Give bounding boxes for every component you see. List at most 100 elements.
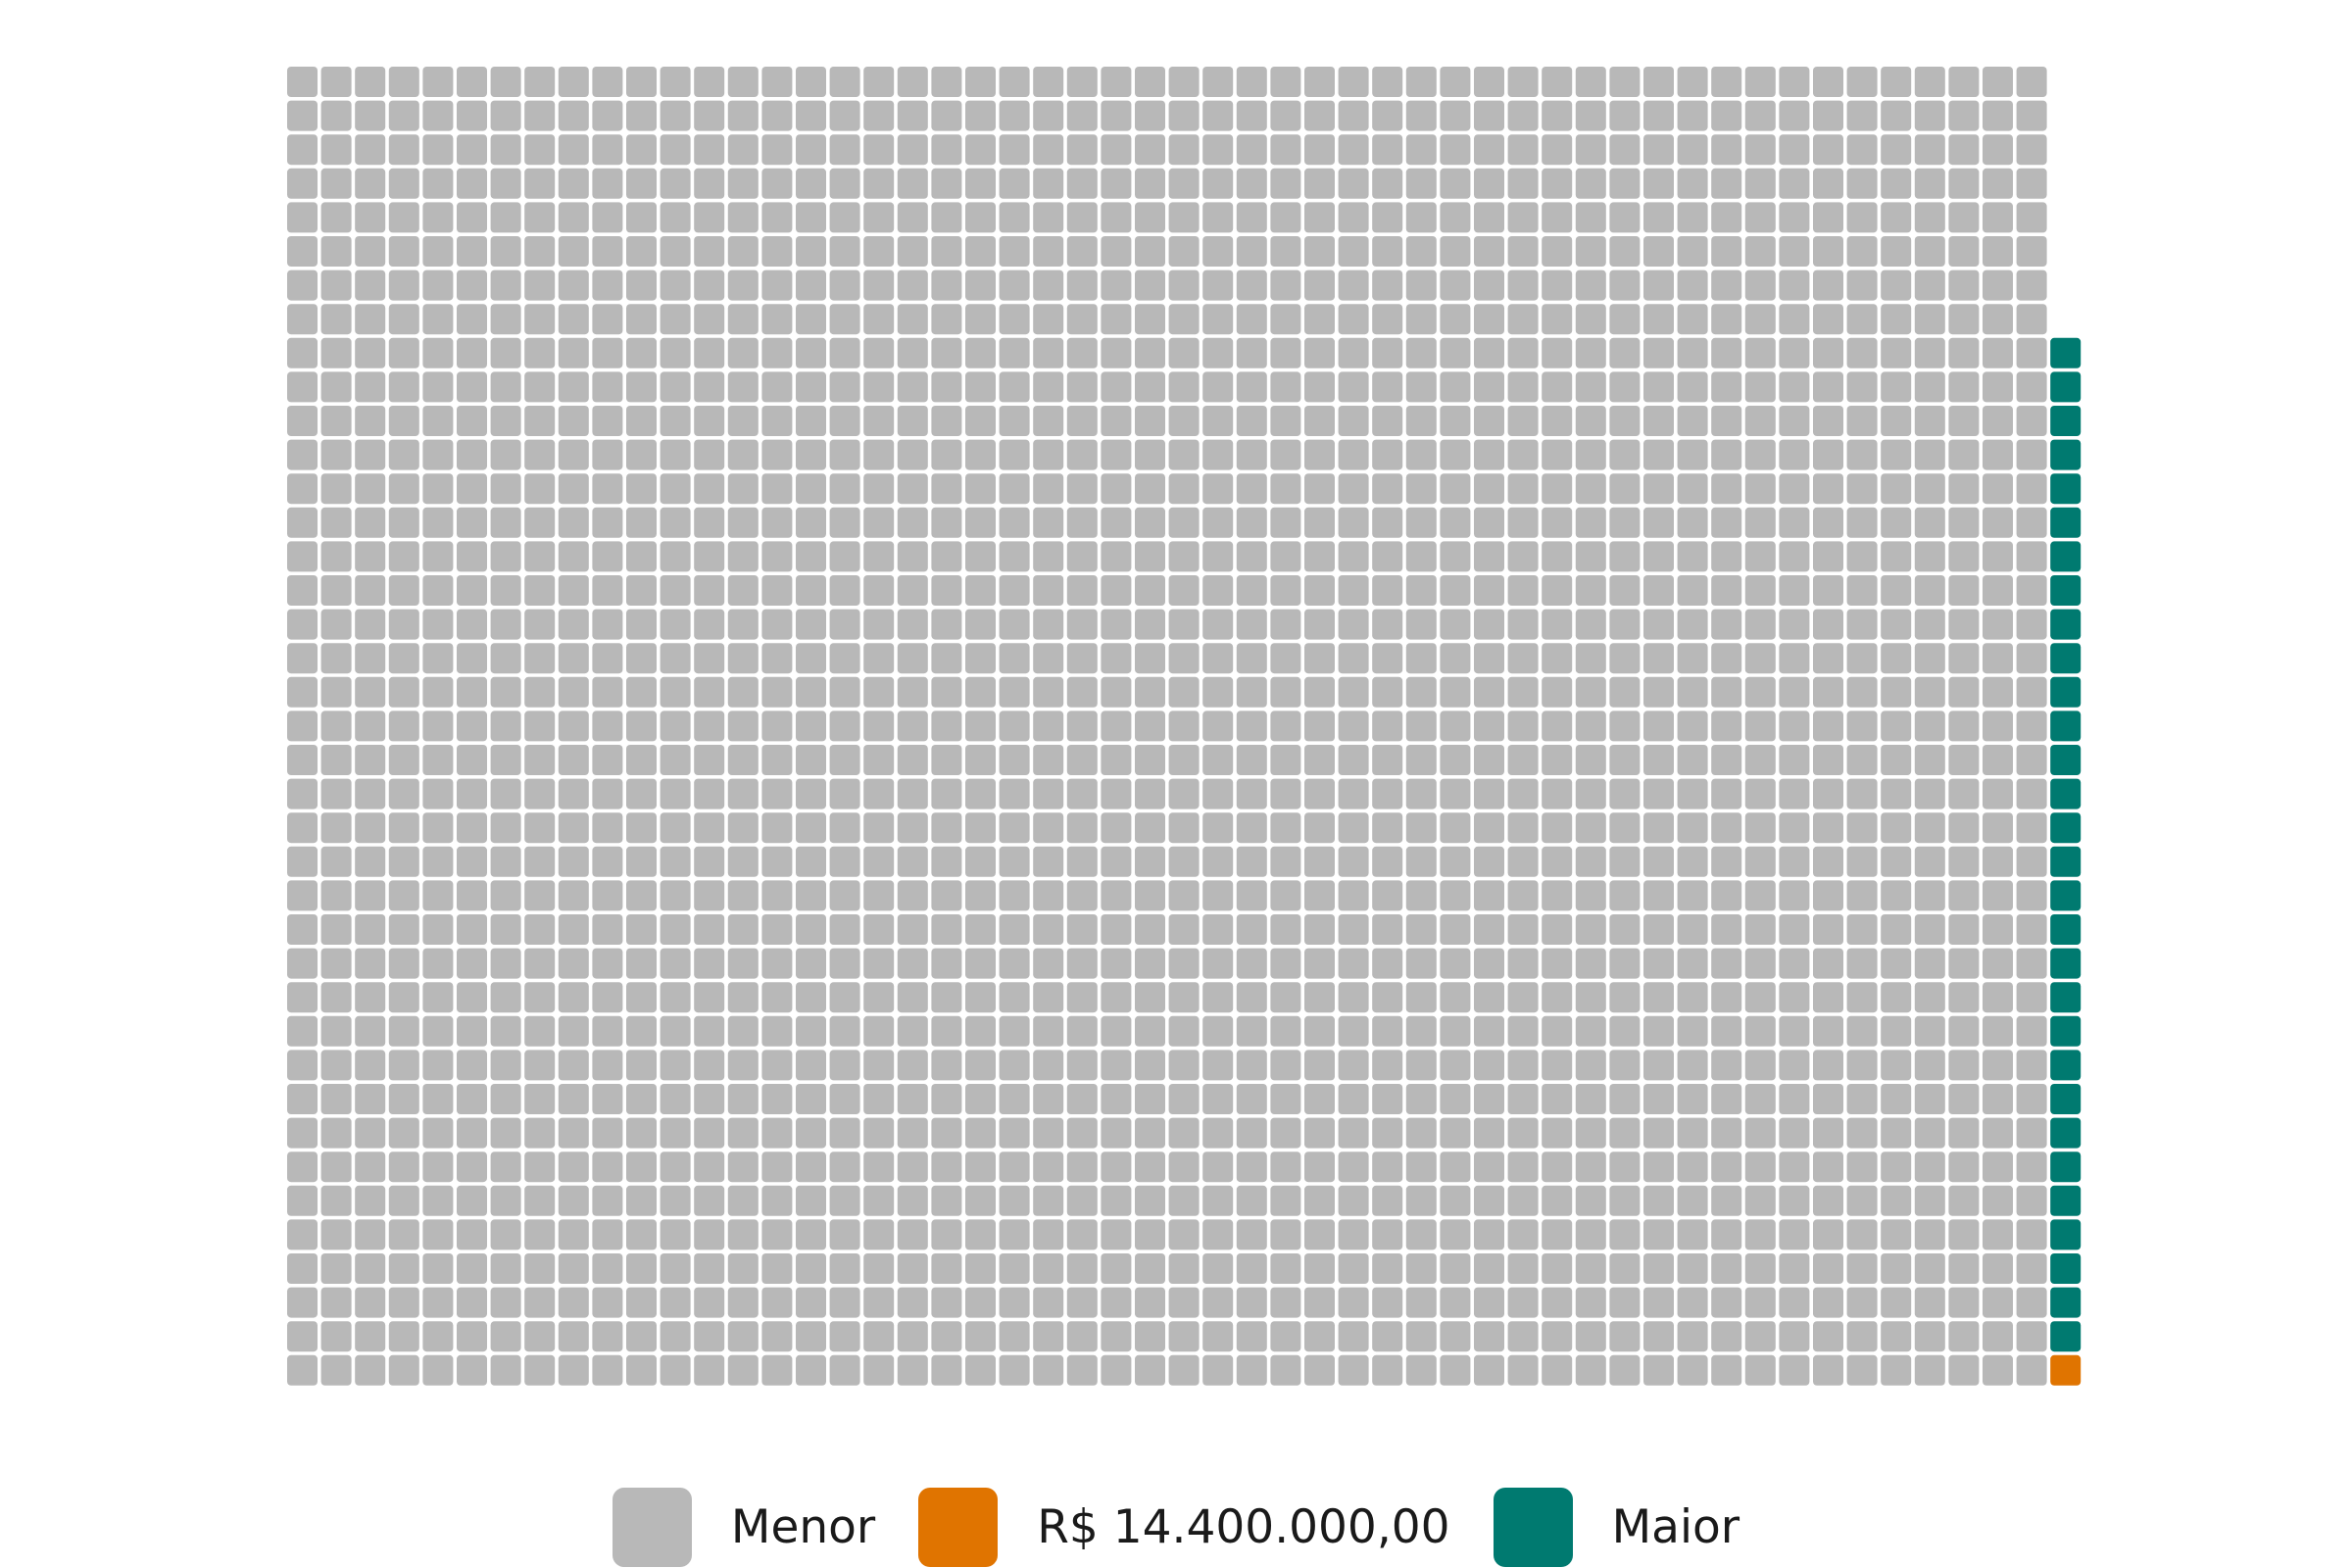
- waffle-cell-menor: [490, 1287, 521, 1318]
- waffle-cell-menor: [1779, 1152, 1810, 1183]
- waffle-cell-menor: [1948, 270, 1980, 301]
- waffle-cell-menor: [1643, 270, 1674, 301]
- waffle-cell-menor: [1507, 914, 1539, 945]
- waffle-cell-menor: [1643, 202, 1674, 233]
- waffle-cell-menor: [931, 1117, 962, 1149]
- waffle-cell-menor: [829, 1253, 860, 1284]
- waffle-cell-menor: [1948, 473, 1980, 505]
- waffle-cell-menor: [592, 67, 623, 97]
- waffle-cell-menor: [727, 1117, 759, 1149]
- waffle-cell-menor: [388, 134, 419, 166]
- waffle-cell-menor: [931, 100, 962, 131]
- waffle-cell-menor: [524, 100, 556, 131]
- waffle-cell-menor: [965, 778, 996, 809]
- waffle-cell-menor: [1575, 914, 1606, 945]
- waffle-cell-menor: [965, 609, 996, 640]
- waffle-cell-menor: [1033, 575, 1064, 606]
- waffle-cell-menor: [490, 541, 521, 572]
- waffle-cell-menor: [1405, 67, 1437, 97]
- waffle-cell-menor: [660, 812, 691, 844]
- waffle-cell-menor: [524, 643, 556, 674]
- waffle-cell-menor: [1474, 676, 1504, 708]
- waffle-cell-menor: [457, 846, 487, 877]
- waffle-cell-menor: [1405, 202, 1437, 233]
- waffle-cell-menor: [694, 846, 725, 877]
- waffle-cell-menor: [1033, 710, 1064, 742]
- waffle-cell-menor: [965, 914, 996, 945]
- waffle-cell-menor: [1372, 1152, 1403, 1183]
- waffle-cell-menor: [1744, 643, 1776, 674]
- waffle-cell-menor: [1405, 745, 1437, 775]
- waffle-cell-menor: [1474, 778, 1504, 809]
- waffle-cell-menor: [1168, 575, 1200, 606]
- waffle-cell-menor: [1101, 812, 1132, 844]
- waffle-cell-menor: [1168, 1117, 1200, 1149]
- waffle-cell-menor: [2016, 846, 2047, 877]
- waffle-cell-menor: [388, 812, 419, 844]
- waffle-cell-menor: [388, 948, 419, 979]
- waffle-cell-menor: [1474, 1185, 1504, 1216]
- waffle-cell-menor: [320, 710, 352, 742]
- waffle-cell-menor: [727, 168, 759, 199]
- waffle-cell-menor: [1304, 270, 1335, 301]
- waffle-cell-menor: [1643, 846, 1674, 877]
- waffle-cell-menor: [931, 236, 962, 267]
- waffle-cell-menor: [1101, 643, 1132, 674]
- waffle-cell-menor: [1779, 371, 1810, 403]
- waffle-cell-menor: [1575, 270, 1606, 301]
- waffle-cell-menor: [727, 1219, 759, 1250]
- waffle-cell-menor: [320, 371, 352, 403]
- waffle-cell-menor: [1033, 1117, 1064, 1149]
- waffle-cell-menor: [1914, 304, 1945, 335]
- waffle-cell-menor: [1779, 812, 1810, 844]
- waffle-cell-menor: [1711, 67, 1742, 97]
- waffle-cell-menor: [592, 643, 623, 674]
- waffle-cell-menor: [660, 643, 691, 674]
- waffle-cell-menor: [1846, 168, 1878, 199]
- waffle-cell-menor: [1575, 507, 1606, 538]
- waffle-cell-menor: [388, 439, 419, 470]
- waffle-cell-menor: [796, 880, 826, 911]
- waffle-cell-menor: [320, 507, 352, 538]
- waffle-cell-menor: [1135, 1219, 1165, 1250]
- waffle-cell-menor: [626, 710, 657, 742]
- waffle-cell-menor: [1575, 745, 1606, 775]
- waffle-cell-menor: [558, 745, 589, 775]
- waffle-cell-menor: [1304, 575, 1335, 606]
- waffle-cell-menor: [320, 1152, 352, 1183]
- waffle-cell-menor: [1846, 643, 1878, 674]
- waffle-cell-menor: [1474, 643, 1504, 674]
- waffle-cell-menor: [727, 1253, 759, 1284]
- waffle-cell-menor: [1202, 745, 1234, 775]
- waffle-cell-menor: [1711, 439, 1742, 470]
- waffle-cell-maior: [2050, 507, 2082, 538]
- waffle-cell-menor: [388, 1185, 419, 1216]
- waffle-cell-menor: [1813, 507, 1843, 538]
- waffle-cell-menor: [863, 948, 895, 979]
- waffle-cell-menor: [965, 1185, 996, 1216]
- waffle-cell-menor: [694, 67, 725, 97]
- waffle-cell-menor: [863, 846, 895, 877]
- waffle-cell-menor: [1881, 507, 1912, 538]
- waffle-cell-menor: [796, 134, 826, 166]
- waffle-cell-menor: [761, 710, 793, 742]
- waffle-cell-menor: [1202, 948, 1234, 979]
- waffle-cell-menor: [1744, 67, 1776, 97]
- waffle-cell-menor: [1914, 134, 1945, 166]
- waffle-cell-menor: [287, 507, 318, 538]
- waffle-cell-menor: [1440, 371, 1471, 403]
- waffle-cell-menor: [1474, 1050, 1504, 1081]
- waffle-cell-menor: [694, 1050, 725, 1081]
- waffle-cell-menor: [1101, 304, 1132, 335]
- waffle-cell-menor: [965, 371, 996, 403]
- waffle-cell-menor: [931, 439, 962, 470]
- waffle-cell-menor: [897, 710, 928, 742]
- waffle-cell-menor: [1440, 1117, 1471, 1149]
- waffle-cell-menor: [1507, 1084, 1539, 1114]
- waffle-cell-menor: [965, 134, 996, 166]
- waffle-cell-menor: [626, 812, 657, 844]
- waffle-cell-menor: [1744, 1253, 1776, 1284]
- waffle-cell-menor: [1643, 745, 1674, 775]
- waffle-cell-menor: [1575, 406, 1606, 436]
